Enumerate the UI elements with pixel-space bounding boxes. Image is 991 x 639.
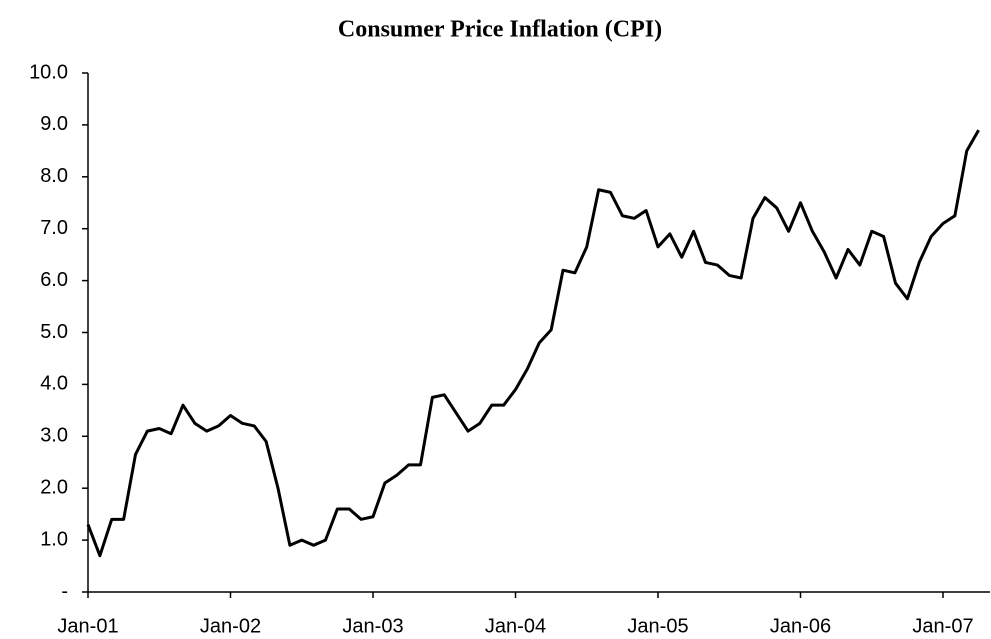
x-tick-label: Jan-04 (485, 615, 546, 637)
chart-title: Consumer Price Inflation (CPI) (338, 17, 662, 43)
x-tick-label: Jan-03 (342, 615, 403, 637)
y-tick-label: 6.0 (40, 269, 68, 291)
x-tick-label: Jan-05 (627, 615, 688, 637)
y-tick-label: 1.0 (40, 528, 68, 550)
y-tick-label: 7.0 (40, 217, 68, 239)
y-tick-label: 2.0 (40, 476, 68, 498)
y-tick-label: - (61, 580, 68, 602)
y-tick-label: 9.0 (40, 113, 68, 135)
y-tick-label: 4.0 (40, 373, 68, 395)
x-tick-label: Jan-07 (912, 615, 973, 637)
data-line (86, 129, 980, 558)
y-tick-label: 10.0 (29, 61, 68, 83)
x-tick-label: Jan-01 (57, 615, 118, 637)
x-tick-label: Jan-02 (200, 615, 261, 637)
x-tick-label: Jan-06 (770, 615, 831, 637)
y-tick-label: 8.0 (40, 165, 68, 187)
y-tick-label: 3.0 (40, 425, 68, 447)
y-tick-label: 5.0 (40, 321, 68, 343)
